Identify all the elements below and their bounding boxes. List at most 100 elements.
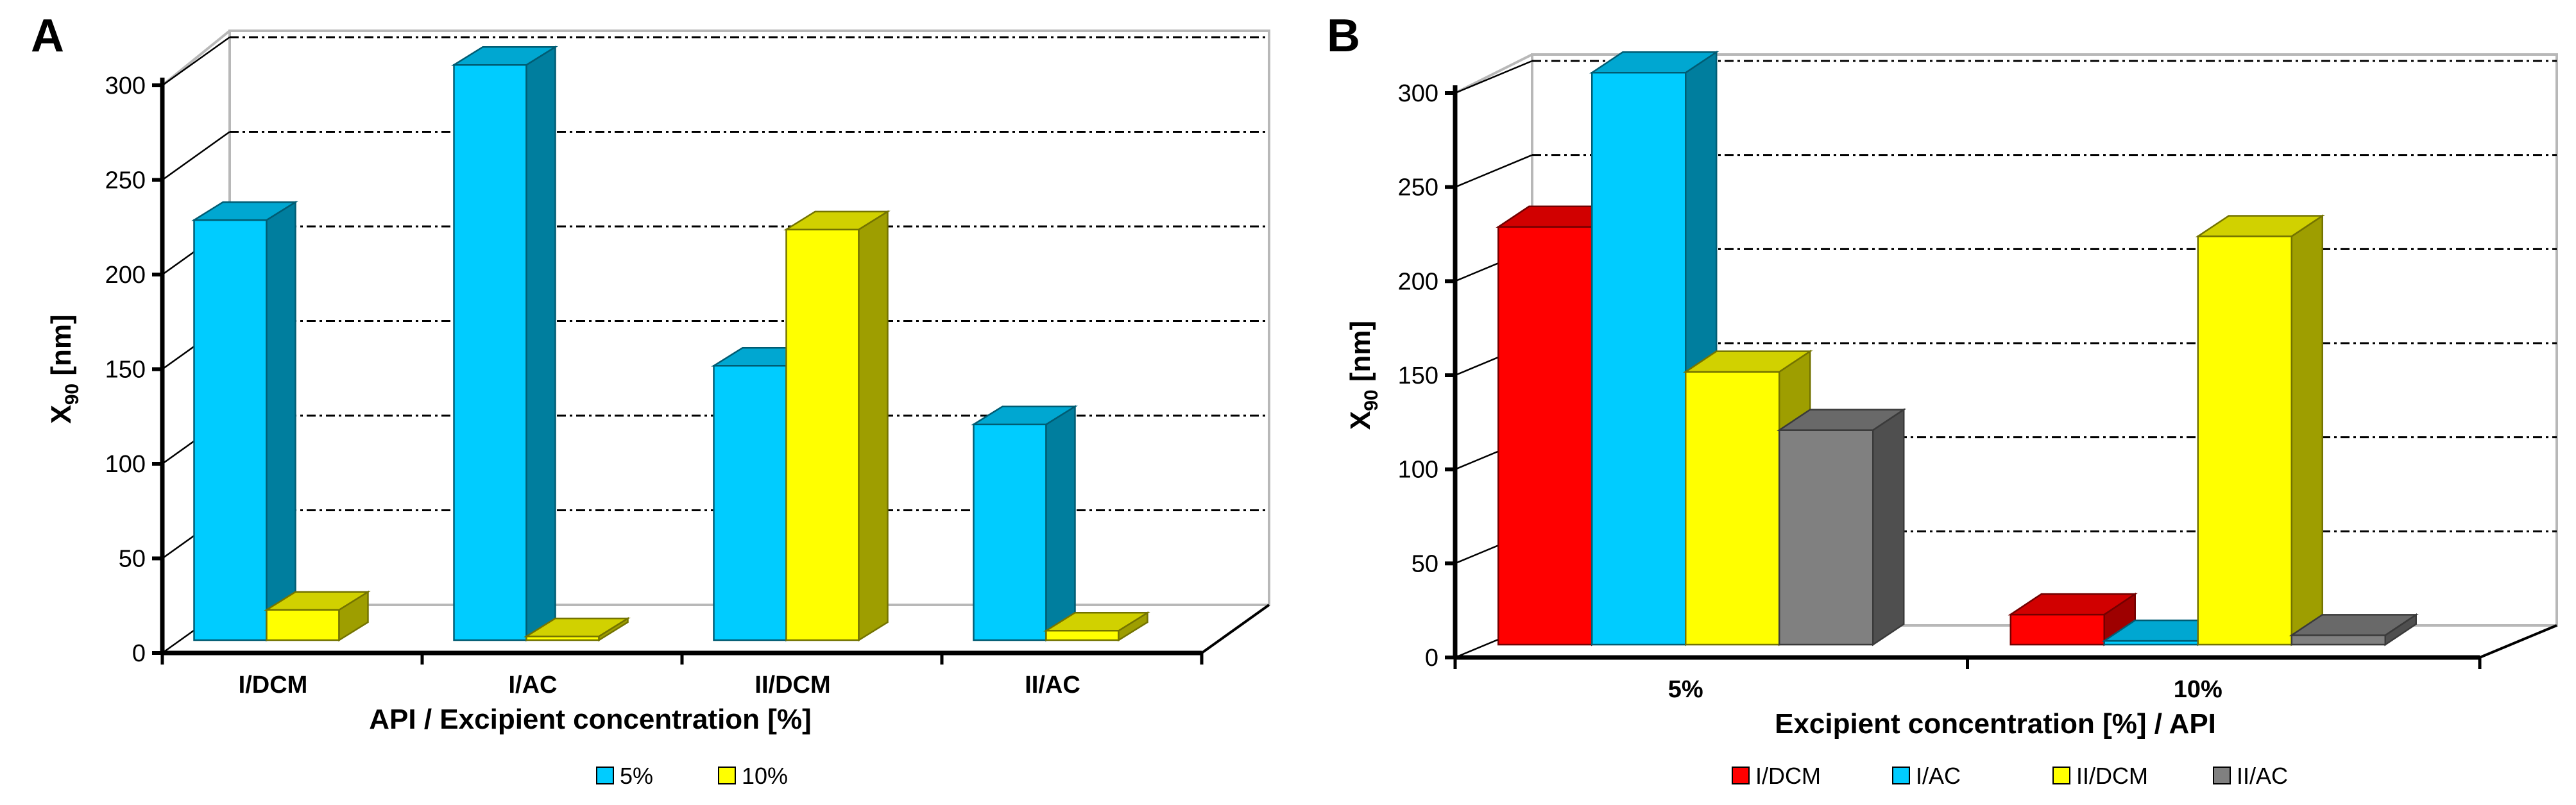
y-axis-title-main: X — [1345, 411, 1376, 430]
bar-front — [785, 228, 860, 641]
bar — [264, 590, 371, 642]
y-tick-label: 250 — [1398, 174, 1438, 201]
y-tick-label: 200 — [105, 262, 146, 289]
legend-label: II/AC — [2237, 763, 2288, 789]
bar-top — [2008, 593, 2138, 616]
legend-label: I/DCM — [1755, 763, 1821, 789]
y-axis-title-subscript: 90 — [62, 384, 83, 405]
bar-top — [2195, 215, 2325, 237]
bar-front — [2290, 634, 2386, 646]
bar-front — [1497, 226, 1593, 646]
legend-label: II/DCM — [2076, 763, 2148, 789]
legend-swatch — [1892, 767, 1910, 784]
legend-swatch — [1732, 767, 1750, 784]
bar-top — [1777, 409, 1907, 431]
y-axis-title-unit: [nm] — [46, 314, 77, 384]
bar — [191, 200, 298, 642]
bar-top — [524, 617, 631, 638]
legend-swatch — [2213, 767, 2231, 784]
panel-b-chart: B 0 50 100 150 200 250 300 5% 10% X90 [nm] Excipie… — [1327, 10, 2558, 789]
floor-edge — [2479, 624, 2557, 659]
x-category-label: I/AC — [509, 672, 558, 699]
y-axis-title-main: X — [46, 405, 77, 423]
legend-swatch — [596, 767, 614, 784]
x-category-label: I/DCM — [239, 672, 308, 699]
legend-label: I/AC — [1916, 763, 1961, 789]
x-category-label: II/AC — [1025, 672, 1080, 699]
bar — [2195, 214, 2325, 647]
y-tick-label: 250 — [105, 167, 146, 194]
y-tick-label: 150 — [1398, 362, 1438, 389]
y-tick-label: 0 — [1425, 645, 1438, 672]
side-wall-edge — [1454, 53, 1533, 94]
x-category-label: 5% — [1668, 676, 1703, 703]
gridline-side — [162, 131, 230, 181]
bar-front — [1778, 429, 1874, 646]
bar-side — [2290, 214, 2323, 647]
bar — [1589, 50, 1719, 647]
bar-front — [2009, 613, 2105, 646]
y-tick-label: 50 — [119, 546, 146, 573]
bar-side — [1045, 405, 1076, 642]
bar — [783, 210, 891, 642]
y-axis-title-unit: [nm] — [1345, 321, 1376, 390]
bar-side — [266, 200, 296, 642]
x-category-label: II/DCM — [755, 672, 830, 699]
y-axis-title-subscript: 90 — [1361, 389, 1382, 411]
y-tick-label: 100 — [1398, 457, 1438, 484]
bar-top — [1043, 612, 1150, 632]
bar-front — [973, 423, 1047, 641]
y-axis-title: X90 [nm] — [46, 314, 83, 423]
bar-top — [451, 46, 558, 66]
x-axis-title: Excipient concentration [%] / API — [1775, 708, 2216, 740]
legend: I/DCM I/AC II/DCM II/AC — [1732, 763, 2288, 789]
y-tick-label: 100 — [105, 451, 146, 478]
bar-side — [858, 210, 889, 642]
panel-a-letter: A — [31, 10, 64, 62]
gridline-side — [1454, 60, 1533, 94]
y-tick-label: 300 — [105, 72, 146, 99]
x-category-label: 10% — [2174, 676, 2222, 703]
legend-swatch — [2052, 767, 2070, 784]
bar — [451, 45, 558, 642]
legend-label: 10% — [742, 763, 788, 789]
gridline-side — [162, 36, 230, 87]
bar-top — [1589, 51, 1719, 74]
panel-b-letter: B — [1327, 10, 1360, 62]
y-tick-label: 200 — [1398, 268, 1438, 295]
y-tick-label: 50 — [1412, 550, 1438, 577]
bar-front — [713, 365, 787, 641]
bar — [2289, 613, 2419, 647]
bar — [971, 405, 1078, 642]
bar-top — [2289, 614, 2419, 636]
y-tick-label: 300 — [1398, 80, 1438, 107]
bar-top — [971, 405, 1078, 425]
bar-front — [193, 219, 268, 641]
bar-front — [266, 609, 340, 641]
bar-side — [525, 45, 556, 642]
legend-swatch — [718, 767, 736, 784]
y-tick-label: 150 — [105, 357, 146, 384]
side-wall-edge — [161, 30, 231, 87]
legend-label: 5% — [620, 763, 653, 789]
y-axis-title: X90 [nm] — [1345, 321, 1382, 430]
bar-front — [1045, 630, 1120, 641]
bar-top — [1683, 350, 1813, 373]
panel-a-chart: A 0 50 100 150 200 250 300 I/DCM I/AC II/DCM II/AC… — [31, 10, 1270, 789]
bar-front — [1591, 72, 1687, 646]
floor-edge — [1200, 604, 1270, 654]
bar-top — [191, 201, 298, 221]
x-axis-title: API / Excipient concentration [%] — [369, 704, 811, 735]
bar-front — [2197, 235, 2292, 646]
y-tick-label: 0 — [132, 640, 146, 667]
bar-front — [453, 64, 527, 641]
gridline-side — [1454, 154, 1533, 188]
legend: 5% 10% — [596, 763, 788, 789]
bar-top — [783, 210, 891, 231]
bar-top — [264, 591, 371, 611]
bar-front — [1685, 371, 1780, 646]
bar — [524, 616, 631, 642]
bar — [1043, 611, 1150, 642]
bar — [1777, 408, 1907, 647]
